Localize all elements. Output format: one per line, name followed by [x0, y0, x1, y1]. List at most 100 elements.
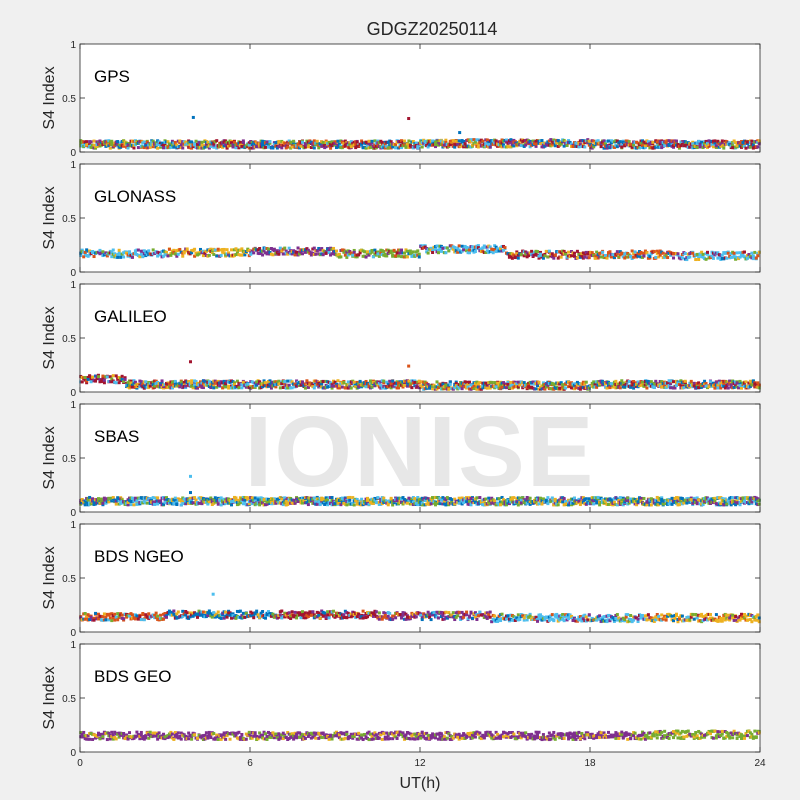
data-point	[274, 385, 278, 389]
data-point	[309, 253, 313, 257]
data-point	[663, 384, 667, 388]
data-point	[519, 144, 523, 148]
data-point	[417, 252, 421, 256]
data-point	[478, 381, 482, 385]
data-point	[283, 501, 287, 505]
data-point	[342, 380, 346, 384]
data-point	[533, 253, 537, 257]
data-point	[336, 139, 340, 143]
outlier-point	[189, 360, 192, 364]
data-point	[176, 252, 180, 256]
data-point	[194, 380, 198, 384]
data-point	[122, 255, 126, 259]
data-point	[320, 382, 324, 386]
data-point	[128, 250, 132, 254]
data-point	[153, 502, 157, 506]
data-point	[568, 499, 572, 503]
data-point	[377, 254, 381, 258]
data-point	[188, 496, 192, 500]
data-point	[253, 499, 257, 503]
data-point	[706, 250, 710, 254]
data-point	[541, 381, 545, 385]
data-point	[175, 503, 179, 507]
data-point	[382, 379, 386, 383]
data-point	[280, 497, 284, 501]
data-point	[306, 248, 310, 252]
data-point	[534, 144, 538, 148]
data-point	[234, 146, 238, 150]
data-point	[317, 498, 321, 502]
data-point	[258, 247, 262, 251]
data-point	[142, 249, 146, 253]
data-point	[261, 501, 265, 505]
data-point	[402, 139, 406, 143]
y-tick-label: 0	[70, 148, 76, 159]
data-point	[198, 247, 202, 251]
data-point	[756, 145, 760, 149]
data-point	[429, 500, 433, 504]
data-point	[133, 380, 137, 384]
data-point	[717, 379, 721, 383]
data-point	[271, 499, 275, 503]
data-point	[436, 251, 440, 255]
data-point	[101, 250, 105, 254]
data-point	[286, 502, 290, 506]
data-point	[345, 503, 349, 507]
data-point	[351, 496, 355, 500]
data-point	[652, 250, 656, 254]
data-point	[336, 379, 340, 383]
data-point	[357, 385, 361, 389]
data-point	[389, 251, 393, 255]
data-point	[734, 383, 738, 387]
data-point	[595, 499, 599, 503]
data-point	[337, 252, 341, 256]
data-point	[135, 499, 139, 503]
data-point	[385, 254, 389, 258]
data-point	[370, 385, 374, 389]
data-point	[456, 246, 460, 250]
data-point	[729, 383, 733, 387]
data-point	[247, 143, 251, 147]
data-point	[525, 501, 529, 505]
data-point	[608, 250, 612, 254]
data-point	[88, 374, 92, 378]
data-point	[169, 500, 173, 504]
data-point	[448, 380, 452, 384]
data-point	[645, 503, 649, 507]
data-point	[194, 139, 198, 143]
data-point	[389, 382, 393, 386]
data-point	[99, 497, 103, 501]
data-point	[265, 140, 269, 144]
data-point	[286, 145, 290, 149]
data-point	[438, 247, 442, 251]
data-point	[494, 139, 498, 143]
data-point	[389, 249, 393, 253]
data-point	[413, 380, 417, 384]
data-points	[79, 360, 761, 391]
data-point	[277, 141, 281, 145]
data-point	[571, 501, 575, 505]
data-point	[314, 252, 318, 256]
data-point	[710, 254, 714, 258]
data-point	[457, 244, 461, 248]
data-point	[352, 503, 356, 507]
data-point	[302, 498, 306, 502]
data-point	[330, 252, 334, 256]
data-point	[264, 145, 268, 149]
data-point	[534, 387, 538, 391]
data-point	[280, 146, 284, 150]
data-point	[209, 145, 213, 149]
data-point	[639, 141, 643, 145]
data-point	[513, 256, 517, 260]
data-point	[169, 145, 173, 149]
data-point	[300, 252, 304, 256]
data-point	[549, 499, 553, 503]
data-point	[416, 249, 420, 253]
data-point	[664, 252, 668, 256]
data-point	[453, 386, 457, 390]
data-point	[714, 380, 718, 384]
data-point	[744, 146, 748, 150]
data-point	[162, 146, 166, 150]
data-point	[716, 251, 720, 255]
data-point	[265, 502, 269, 506]
